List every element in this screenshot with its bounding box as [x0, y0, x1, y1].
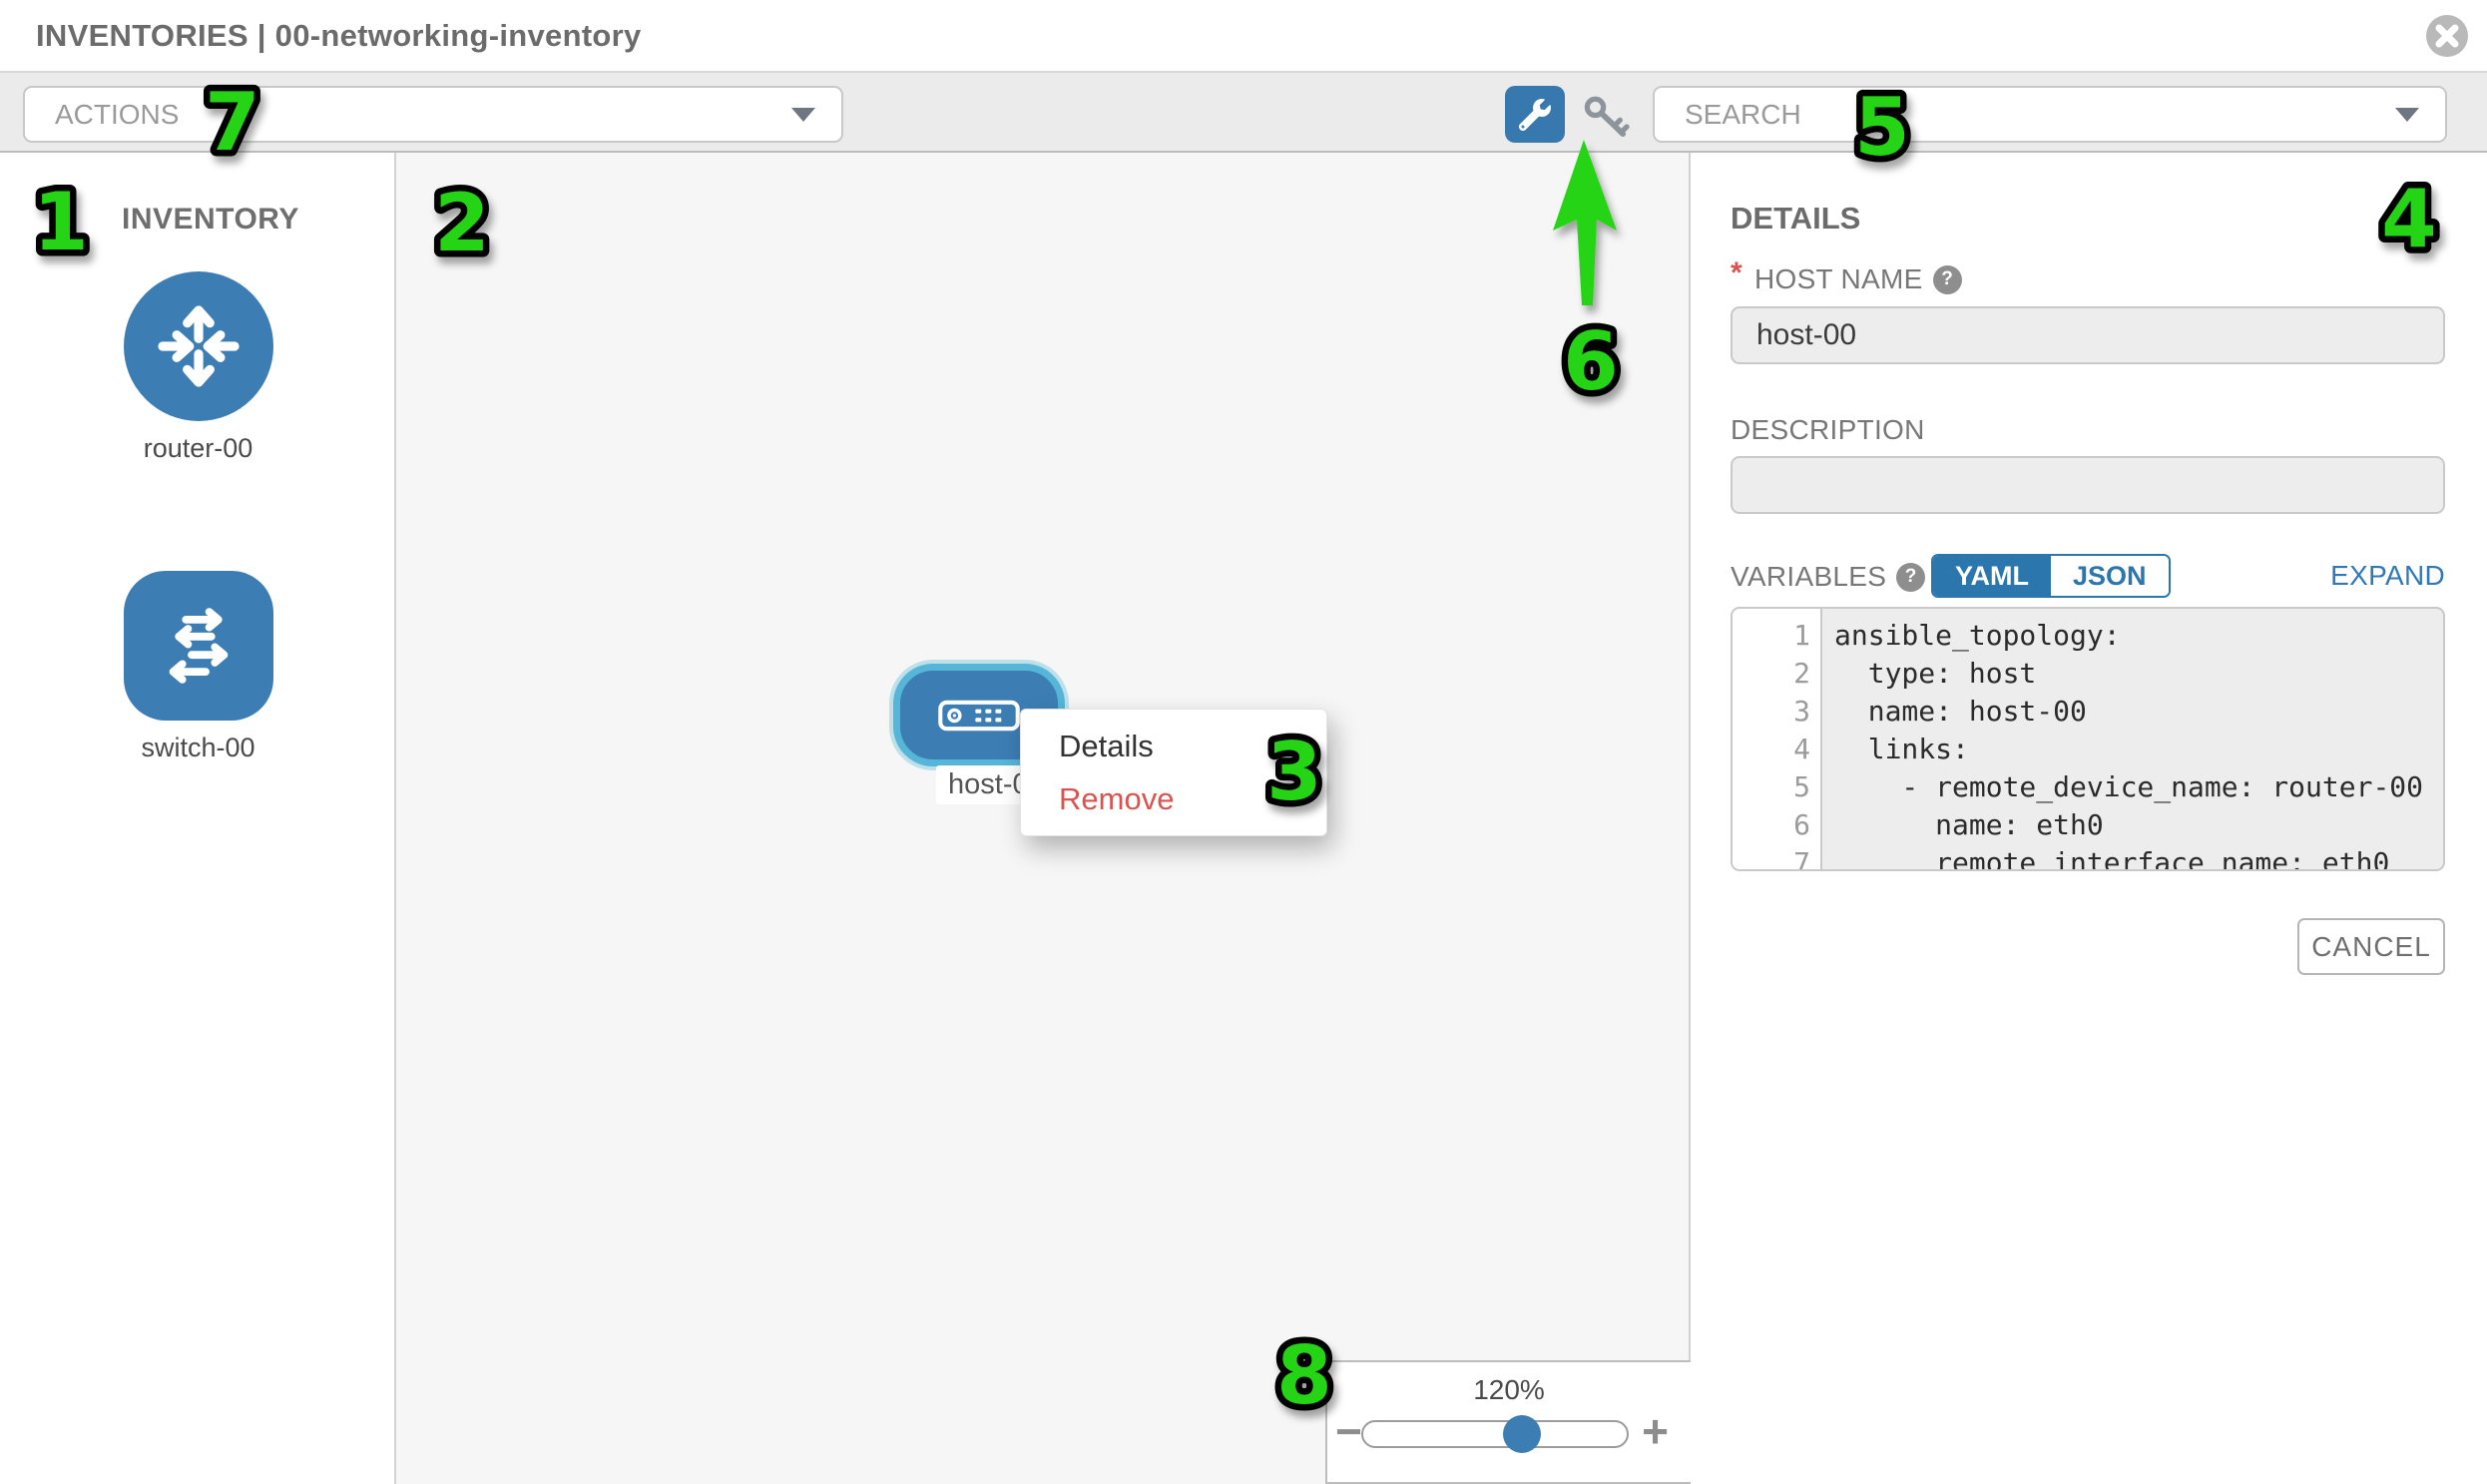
required-marker: *: [1731, 256, 1742, 289]
context-menu-item-details[interactable]: Details: [1059, 728, 1154, 763]
expand-link[interactable]: EXPAND: [2330, 560, 2445, 591]
caret-down-icon: [2395, 107, 2419, 122]
zoom-widget: 120% − +: [1325, 1360, 1691, 1484]
sidebar-title: INVENTORY: [122, 203, 299, 236]
variables-label-row: VARIABLES ?: [1731, 556, 2445, 598]
zoom-in-button[interactable]: +: [1642, 1405, 1669, 1457]
code-line: - remote_device_name: router-00: [1834, 770, 2424, 803]
cancel-button[interactable]: CANCEL: [2297, 918, 2445, 975]
help-icon[interactable]: ?: [1932, 264, 1962, 294]
toolbar: ACTIONS SEARCH: [0, 73, 2487, 153]
topology-canvas[interactable]: host-00 Details Remove 120% − +: [396, 153, 1691, 1484]
caret-down-icon: [791, 107, 815, 122]
description-input[interactable]: [1731, 456, 2445, 514]
details-panel: DETAILS * HOST NAME ? DESCRIPTION VARIAB…: [1693, 153, 2487, 1484]
variables-label: VARIABLES: [1731, 561, 1887, 592]
router-icon: [123, 271, 273, 421]
actions-dropdown[interactable]: ACTIONS: [23, 86, 843, 143]
context-menu: Details Remove: [1020, 709, 1327, 836]
close-icon[interactable]: [2425, 14, 2469, 58]
tab-json[interactable]: JSON: [2051, 556, 2169, 596]
code-line: name: eth0: [1834, 808, 2104, 841]
palette-item-switch[interactable]: switch-00: [0, 571, 396, 763]
zoom-slider-track[interactable]: [1361, 1415, 1629, 1453]
editor-line-numbers: 1 2 3 4 5 6 7: [1733, 609, 1822, 869]
toggle-toolbox-button[interactable]: [1505, 86, 1565, 143]
variables-format-toggle: YAML JSON: [1931, 554, 2171, 598]
search-placeholder: SEARCH: [1685, 98, 1801, 130]
key-icon[interactable]: [1582, 95, 1630, 137]
zoom-level-value: 120%: [1473, 1374, 1545, 1405]
host-icon: [938, 700, 1020, 731]
page-title: INVENTORIES | 00-networking-inventory: [36, 18, 642, 53]
code-line: ansible_topology:: [1834, 619, 2121, 652]
details-panel-title: DETAILS: [1731, 201, 1861, 236]
zoom-out-button[interactable]: −: [1335, 1405, 1362, 1457]
inventory-sidebar: INVENTORY router-00: [0, 153, 396, 1484]
switch-icon: [123, 571, 273, 721]
host-name-label-row: * HOST NAME ?: [1731, 256, 2445, 296]
search-dropdown[interactable]: SEARCH: [1653, 86, 2447, 143]
tab-yaml[interactable]: YAML: [1933, 556, 2052, 596]
host-name-label: HOST NAME: [1753, 263, 1923, 294]
context-menu-item-remove[interactable]: Remove: [1059, 780, 1175, 816]
wrench-icon: [1519, 98, 1551, 131]
palette-item-label: router-00: [143, 433, 253, 463]
editor-code-content: ansible_topology: type: host name: host-…: [1822, 609, 2443, 869]
zoom-slider-handle[interactable]: [1503, 1415, 1541, 1453]
help-icon[interactable]: ?: [1896, 562, 1926, 592]
actions-dropdown-label: ACTIONS: [55, 98, 180, 130]
description-label: DESCRIPTION: [1731, 414, 1925, 445]
code-line: remote_interface_name: eth0: [1834, 846, 2390, 871]
description-label-row: DESCRIPTION: [1731, 414, 2445, 446]
header-bar: INVENTORIES | 00-networking-inventory: [0, 0, 2487, 73]
variables-code-editor[interactable]: 1 2 3 4 5 6 7 ansible_topology: type: ho…: [1731, 607, 2445, 871]
host-name-input[interactable]: [1731, 306, 2445, 364]
code-line: type: host: [1834, 657, 2037, 690]
palette-item-router[interactable]: router-00: [0, 271, 396, 464]
palette-item-label: switch-00: [141, 733, 255, 762]
code-line: name: host-00: [1834, 695, 2087, 728]
code-line: links:: [1834, 733, 1969, 765]
